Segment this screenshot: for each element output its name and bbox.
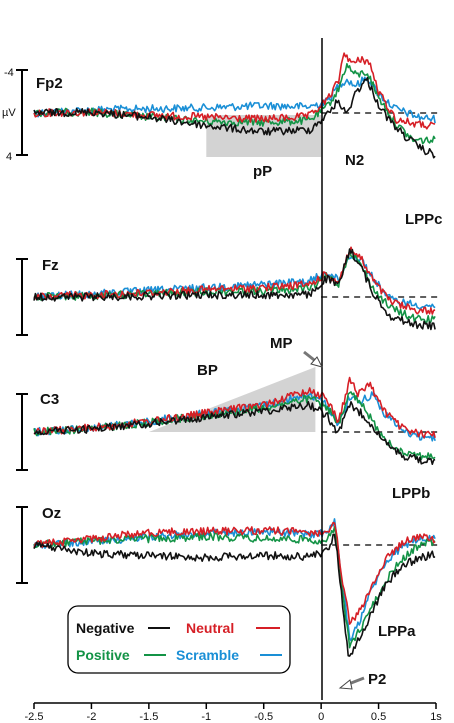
- traces: [33, 52, 436, 657]
- annotation-n2: N2: [345, 152, 364, 169]
- legend: Negative Neutral Positive Scramble: [67, 605, 291, 674]
- legend-box: [67, 605, 291, 674]
- trace-oz-neutral: [33, 521, 436, 625]
- trace-c3-negative: [33, 401, 436, 465]
- trace-fp2-neutral: [33, 52, 436, 130]
- channel-label-c3: C3: [40, 391, 59, 408]
- annotation-bp: BP: [197, 362, 218, 379]
- channel-label-oz: Oz: [42, 505, 61, 522]
- annotation-lppb: LPPb: [392, 485, 430, 502]
- mp-arrow: [303, 350, 323, 368]
- trace-fp2-negative: [33, 76, 436, 159]
- trace-oz-negative: [33, 533, 436, 657]
- annotation-lppc: LPPc: [405, 211, 443, 228]
- x-axis-ticks: -2.5 -2 -1.5 -1 -0.5 0 0.5 1s: [25, 703, 442, 723]
- legend-label-negative: Negative: [76, 620, 135, 636]
- legend-label-scramble: Scramble: [176, 647, 239, 663]
- calibration-bars: [16, 69, 28, 584]
- x-tick-label: -0.5: [254, 711, 273, 723]
- channel-label-fz: Fz: [42, 257, 59, 274]
- x-tick-label: 0.5: [371, 711, 386, 723]
- legend-label-positive: Positive: [76, 647, 130, 663]
- x-tick-label: 0: [318, 711, 324, 723]
- y-scale-unit-label: µV: [2, 107, 16, 119]
- x-tick-label: -1.5: [139, 711, 158, 723]
- x-tick-label: -1: [201, 711, 211, 723]
- annotation-lppa: LPPa: [378, 623, 416, 640]
- channel-label-fp2: Fp2: [36, 75, 63, 92]
- legend-label-neutral: Neutral: [186, 620, 234, 636]
- x-tick-label: 1s: [430, 711, 442, 723]
- y-scale-bottom-label: 4: [6, 151, 12, 163]
- annotation-pp: pP: [253, 163, 272, 180]
- trace-fz-neutral: [33, 246, 436, 315]
- y-scale-top-label: -4: [4, 67, 14, 79]
- annotation-p2: P2: [368, 671, 386, 688]
- annotation-mp: MP: [270, 335, 293, 352]
- x-tick-label: -2.5: [25, 711, 44, 723]
- x-tick-label: -2: [87, 711, 97, 723]
- p2-arrow: [338, 676, 365, 690]
- trace-fz-negative: [33, 248, 436, 331]
